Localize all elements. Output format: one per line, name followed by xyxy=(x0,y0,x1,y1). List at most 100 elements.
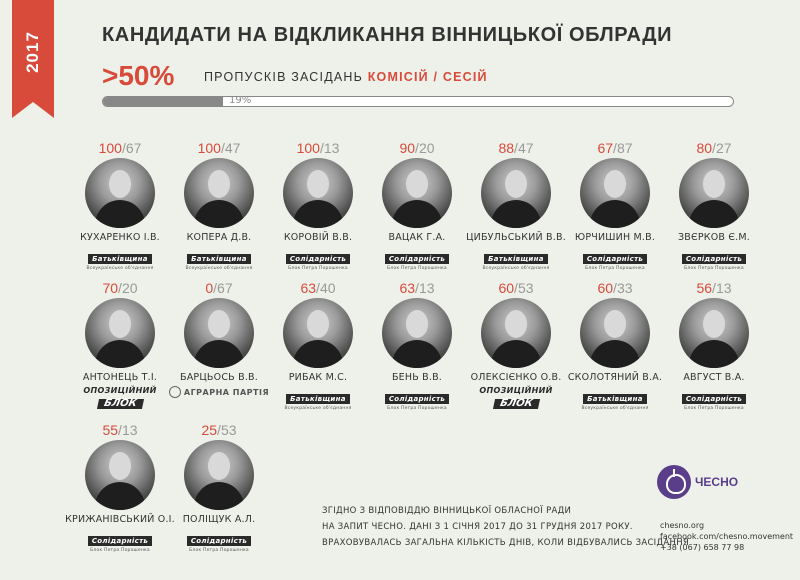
candidate-name: КОПЕРА Д.В. xyxy=(186,232,252,243)
footnote: ЗГІДНО З ВІДПОВІДДЮ ВІННИЦЬКОЇ ОБЛАСНОЇ … xyxy=(322,503,689,551)
garlic-icon xyxy=(657,465,691,499)
absence-score: 67/87 xyxy=(560,140,670,156)
candidate-name: СКОЛОТЯНИЙ В.А. xyxy=(567,372,663,383)
candidate-photo xyxy=(184,440,254,510)
portrait-head xyxy=(703,170,725,198)
party-affiliation: Солідарність Блок Петра Порошенка xyxy=(263,246,373,271)
score-separator: / xyxy=(316,280,320,296)
party-affiliation: Солідарність Блок Петра Порошенка xyxy=(362,386,472,411)
sessions-absence: 40 xyxy=(319,280,336,296)
sessions-absence: 13 xyxy=(323,140,340,156)
portrait-body xyxy=(491,200,541,228)
candidate-name: ПОЛІЩУК А.Л. xyxy=(182,514,256,525)
candidate-photo xyxy=(85,440,155,510)
party-logo-opposition-bloc: ОПОЗИЦІЙНИЙ БЛОК xyxy=(83,386,156,409)
candidate-card: 88/47 ЦИБУЛЬСЬКИЙ В.В. Батьківщина Всеукраї… xyxy=(461,140,571,271)
page-title: КАНДИДАТИ НА ВІДКЛИКАННЯ ВІННИЦЬКОЇ ОБЛР… xyxy=(102,24,673,46)
party-label: Батьківщина xyxy=(583,394,647,404)
candidate-name: АВГУСТ В.А. xyxy=(683,372,745,383)
absence-score: 90/20 xyxy=(362,140,472,156)
candidate-card: 55/13 КРИЖАНІВСЬКИЙ О.І. Солідарність Блок … xyxy=(65,422,175,553)
portrait-body xyxy=(194,482,244,510)
candidate-card: 56/13 АВГУСТ В.А. Солідарність Блок Петра П… xyxy=(659,280,769,411)
candidate-name: АНТОНЕЦЬ Т.І. xyxy=(82,372,158,383)
absence-score: 88/47 xyxy=(461,140,571,156)
portrait-head xyxy=(604,310,626,338)
party-label: Солідарність xyxy=(384,394,450,404)
candidate-card: 60/53 ОЛЕКСІЄНКО О.В. ОПОЗИЦІЙНИЙ БЛОК xyxy=(461,280,571,409)
committees-absence: 55 xyxy=(102,422,119,438)
subtitle-prefix: ПРОПУСКІВ ЗАСІДАНЬ xyxy=(204,70,368,84)
score-separator: / xyxy=(220,140,225,156)
party-logo-batkivshchyna: Батьківщина Всеукраїнське об'єднання xyxy=(582,386,649,411)
website-link[interactable]: chesno.org xyxy=(660,521,705,530)
facebook-link[interactable]: facebook.com/chesno.movement xyxy=(660,532,794,541)
portrait-body xyxy=(95,340,145,368)
party-logo-batkivshchyna: Батьківщина Всеукраїнське об'єднання xyxy=(87,246,154,271)
committees-absence: 90 xyxy=(399,140,416,156)
party-logo-solidarnist: Солідарність Блок Петра Порошенка xyxy=(285,246,351,271)
committees-absence: 60 xyxy=(498,280,515,296)
year-ribbon: 2017 xyxy=(12,0,54,118)
score-separator: / xyxy=(121,140,126,156)
party-tagline: Всеукраїнське об'єднання xyxy=(185,266,253,271)
portrait-head xyxy=(208,452,230,480)
absence-score: 63/13 xyxy=(362,280,472,296)
candidate-card: 60/33 СКОЛОТЯНИЙ В.А. Батьківщина Всеукраїн… xyxy=(560,280,670,411)
party-tagline: Всеукраїнське об'єднання xyxy=(482,266,550,271)
headline-percentage: >50% xyxy=(102,60,175,91)
party-line1: ОПОЗИЦІЙНИЙ xyxy=(479,386,553,395)
portrait-head xyxy=(406,170,428,198)
party-label: Солідарність xyxy=(285,254,351,264)
absence-progress-bar: 19% xyxy=(102,95,734,107)
absence-score: 55/13 xyxy=(65,422,175,438)
portrait-head xyxy=(505,310,527,338)
party-affiliation: ОПОЗИЦІЙНИЙ БЛОК xyxy=(65,386,175,409)
party-logo-opposition-bloc: ОПОЗИЦІЙНИЙ БЛОК xyxy=(479,386,552,409)
sessions-absence: 20 xyxy=(418,140,435,156)
score-separator: / xyxy=(213,280,218,296)
party-affiliation: Солідарність Блок Петра Порошенка xyxy=(164,528,274,553)
sessions-absence: 67 xyxy=(217,280,233,296)
absence-score: 60/53 xyxy=(461,280,571,296)
party-logo-batkivshchyna: Батьківщина Всеукраїнське об'єднання xyxy=(483,246,550,271)
party-affiliation: АГРАРНА ПАРТІЯ xyxy=(164,386,274,398)
candidate-name: РИБАК М.С. xyxy=(288,372,348,383)
candidate-name: КРИЖАНІВСЬКИЙ О.І. xyxy=(65,514,175,525)
party-line1: ОПОЗИЦІЙНИЙ xyxy=(83,386,157,395)
portrait-body xyxy=(590,340,640,368)
portrait-head xyxy=(109,310,131,338)
sessions-absence: 27 xyxy=(715,140,732,156)
committees-absence: 0 xyxy=(205,280,214,296)
absence-score: 63/40 xyxy=(263,280,373,296)
party-label: Батьківщина xyxy=(286,394,350,404)
footnote-line: ВРАХОВУВАЛАСЬ ЗАГАЛЬНА КІЛЬКІСТЬ ДНІВ, К… xyxy=(322,538,690,548)
portrait-head xyxy=(109,452,131,480)
party-label: АГРАРНА ПАРТІЯ xyxy=(183,387,270,397)
party-line2: БЛОК xyxy=(492,398,540,409)
candidate-photo xyxy=(580,298,650,368)
absence-score: 100/67 xyxy=(65,140,175,156)
party-affiliation: Солідарність Блок Петра Порошенка xyxy=(65,528,175,553)
candidate-photo xyxy=(382,298,452,368)
candidate-name: КОРОВІЙ В.В. xyxy=(283,232,353,243)
party-logo-solidarnist: Солідарність Блок Петра Порошенка xyxy=(681,386,747,411)
score-separator: / xyxy=(118,280,122,296)
score-separator: / xyxy=(514,280,518,296)
portrait-body xyxy=(95,482,145,510)
committees-absence: 100 xyxy=(98,140,122,156)
party-affiliation: Солідарність Блок Петра Порошенка xyxy=(560,246,670,271)
chesno-logo: ЧЕСНО xyxy=(657,465,738,499)
party-affiliation: Солідарність Блок Петра Порошенка xyxy=(659,386,769,411)
party-label: Батьківщина xyxy=(484,254,548,264)
portrait-body xyxy=(293,340,343,368)
agrarian-icon xyxy=(168,386,181,398)
score-separator: / xyxy=(712,140,716,156)
portrait-head xyxy=(109,170,131,198)
portrait-body xyxy=(392,200,442,228)
committees-absence: 67 xyxy=(597,140,614,156)
candidate-photo xyxy=(679,158,749,228)
chesno-wordmark: ЧЕСНО xyxy=(695,475,739,489)
sessions-absence: 13 xyxy=(121,422,138,438)
progress-fill xyxy=(103,97,223,106)
